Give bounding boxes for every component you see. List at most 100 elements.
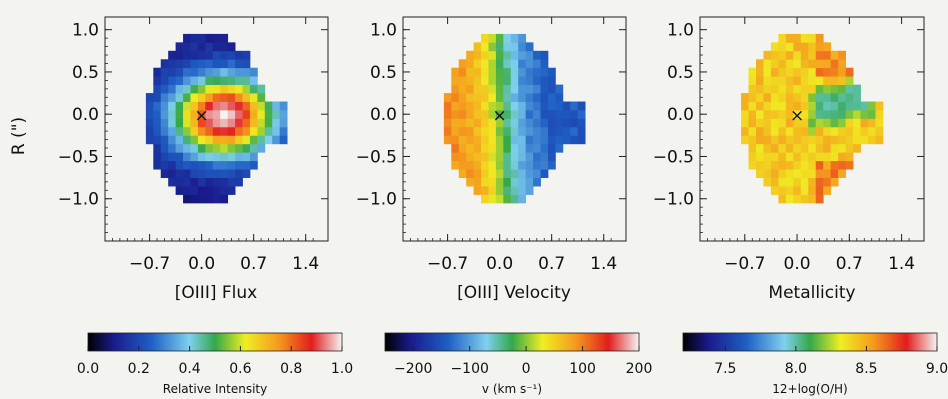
map-cell [555,93,564,102]
map-cell [838,126,846,136]
map-cell [547,152,556,162]
panel-flux-cells [145,33,288,204]
map-cell [748,109,757,119]
map-cell [175,101,184,111]
map-cell [808,59,817,69]
map-cell [145,126,154,136]
map-cell [183,76,191,86]
map-cell [577,109,586,119]
map-cell [838,84,846,94]
panel-flux-x-ticks: −0.7 0.0 0.7 1.4 [112,17,319,274]
map-cell [488,177,497,187]
map-cell [227,152,236,162]
map-cell [227,101,236,111]
map-cell [853,84,861,94]
map-cell [823,109,832,119]
map-cell [205,126,214,136]
map-cell [533,84,541,94]
map-cell [845,135,854,145]
map-cell [242,59,251,69]
map-cell [264,135,273,145]
map-cell [466,59,475,69]
map-cell [495,135,504,145]
map-cell [168,67,177,77]
map-cell [547,143,556,153]
map-cell [830,126,839,136]
map-cell [183,84,191,94]
colorbar-tick-label: 7.5 [714,361,736,377]
map-cell [533,59,541,69]
map-cell [518,109,527,119]
map-cell [481,93,489,102]
map-cell [168,84,177,94]
map-cell [235,177,243,187]
map-cell [785,143,794,153]
map-cell [190,109,199,119]
map-cell [748,84,757,94]
map-cell [481,67,489,77]
map-cell [197,186,206,195]
y-tick-label: −1.0 [356,190,397,210]
map-cell [540,135,549,145]
map-cell [562,126,571,136]
map-cell [503,143,512,153]
map-cell [242,109,251,119]
map-cell [249,76,258,86]
map-cell [466,84,475,94]
map-cell [473,126,482,136]
y-tick-label: 1.0 [667,21,694,41]
map-cell [495,152,504,162]
map-cell [503,118,512,128]
map-cell [197,93,206,102]
map-cell [555,101,564,111]
map-cell [785,194,794,204]
map-cell [175,160,184,170]
map-cell [815,93,824,102]
map-cell [264,126,273,136]
colorbar-tick-label: 8.5 [855,361,877,377]
map-cell [503,67,512,77]
map-cell [279,126,288,136]
map-cell [466,160,475,170]
map-cell [823,143,832,153]
map-cell [815,109,824,119]
map-cell [212,50,221,60]
map-cell [510,186,519,195]
map-cell [525,42,534,52]
map-cell [800,93,809,102]
map-cell [860,126,869,136]
map-cell [220,59,229,69]
map-cell [785,33,794,43]
map-cell [249,109,258,119]
map-cell [227,160,236,170]
map-cell [458,76,467,86]
map-cell [770,59,779,69]
map-cell [763,50,772,60]
map-cell [212,152,221,162]
map-cell [838,143,846,153]
map-cell [473,93,482,102]
map-cell [235,59,243,69]
map-cell [458,160,467,170]
map-cell [763,93,772,102]
colorbar-tick-label: 0.0 [77,361,99,377]
map-cell [815,59,824,69]
map-cell [510,126,519,136]
map-cell [815,67,824,77]
map-cell [242,76,251,86]
map-cell [510,143,519,153]
map-cell [800,169,809,178]
map-cell [525,59,534,69]
map-cell [257,126,266,136]
map-cell [249,126,258,136]
map-cell [183,194,191,204]
y-tick-label: 1.0 [72,21,99,41]
map-cell [763,109,772,119]
map-cell [212,84,221,94]
map-cell [823,101,832,111]
map-cell [488,67,497,77]
y-tick-label: −0.5 [653,147,694,167]
map-cell [845,84,854,94]
map-cell [756,169,764,178]
